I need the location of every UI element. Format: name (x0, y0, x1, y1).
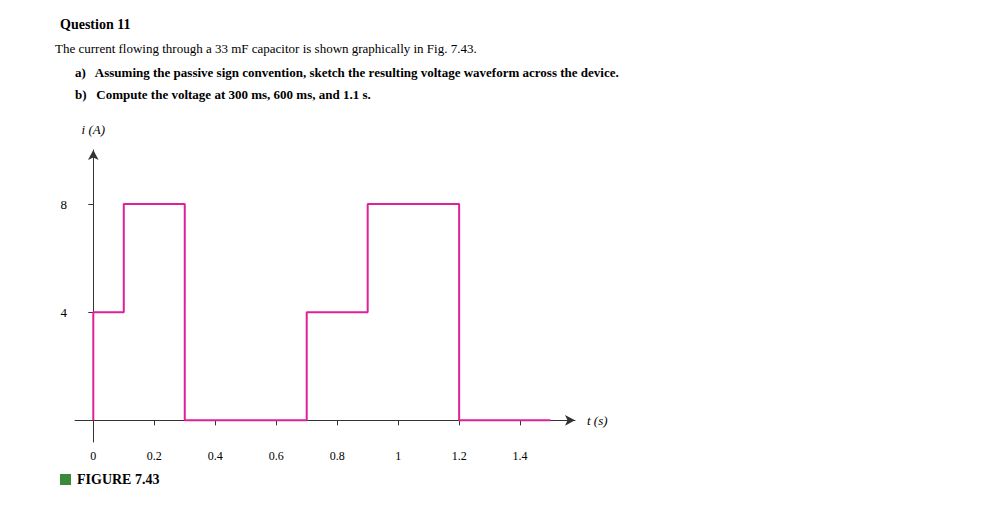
svg-text:t (s): t (s) (587, 413, 608, 428)
svg-text:i (A): i (A) (82, 122, 105, 137)
svg-text:1.4: 1.4 (513, 449, 528, 463)
svg-text:4: 4 (61, 305, 68, 320)
svg-text:Question 11: Question 11 (60, 17, 130, 32)
svg-text:FIGURE 7.43: FIGURE 7.43 (77, 472, 159, 487)
svg-text:0.4: 0.4 (208, 449, 223, 463)
svg-text:a) Assuming the passive sign: a) Assuming the passive sign convention,… (75, 65, 619, 80)
svg-text:0.8: 0.8 (330, 449, 345, 463)
svg-text:0.6: 0.6 (269, 449, 284, 463)
svg-text:0: 0 (90, 449, 96, 463)
svg-text:The current flowing through a: The current flowing through a 33 mF capa… (55, 41, 477, 56)
svg-text:1: 1 (395, 449, 401, 463)
svg-text:1.2: 1.2 (452, 449, 467, 463)
svg-text:8: 8 (61, 197, 68, 212)
svg-text:0.2: 0.2 (147, 449, 162, 463)
svg-text:b) Compute the voltage at 30: b) Compute the voltage at 300 ms, 600 ms… (75, 87, 371, 102)
